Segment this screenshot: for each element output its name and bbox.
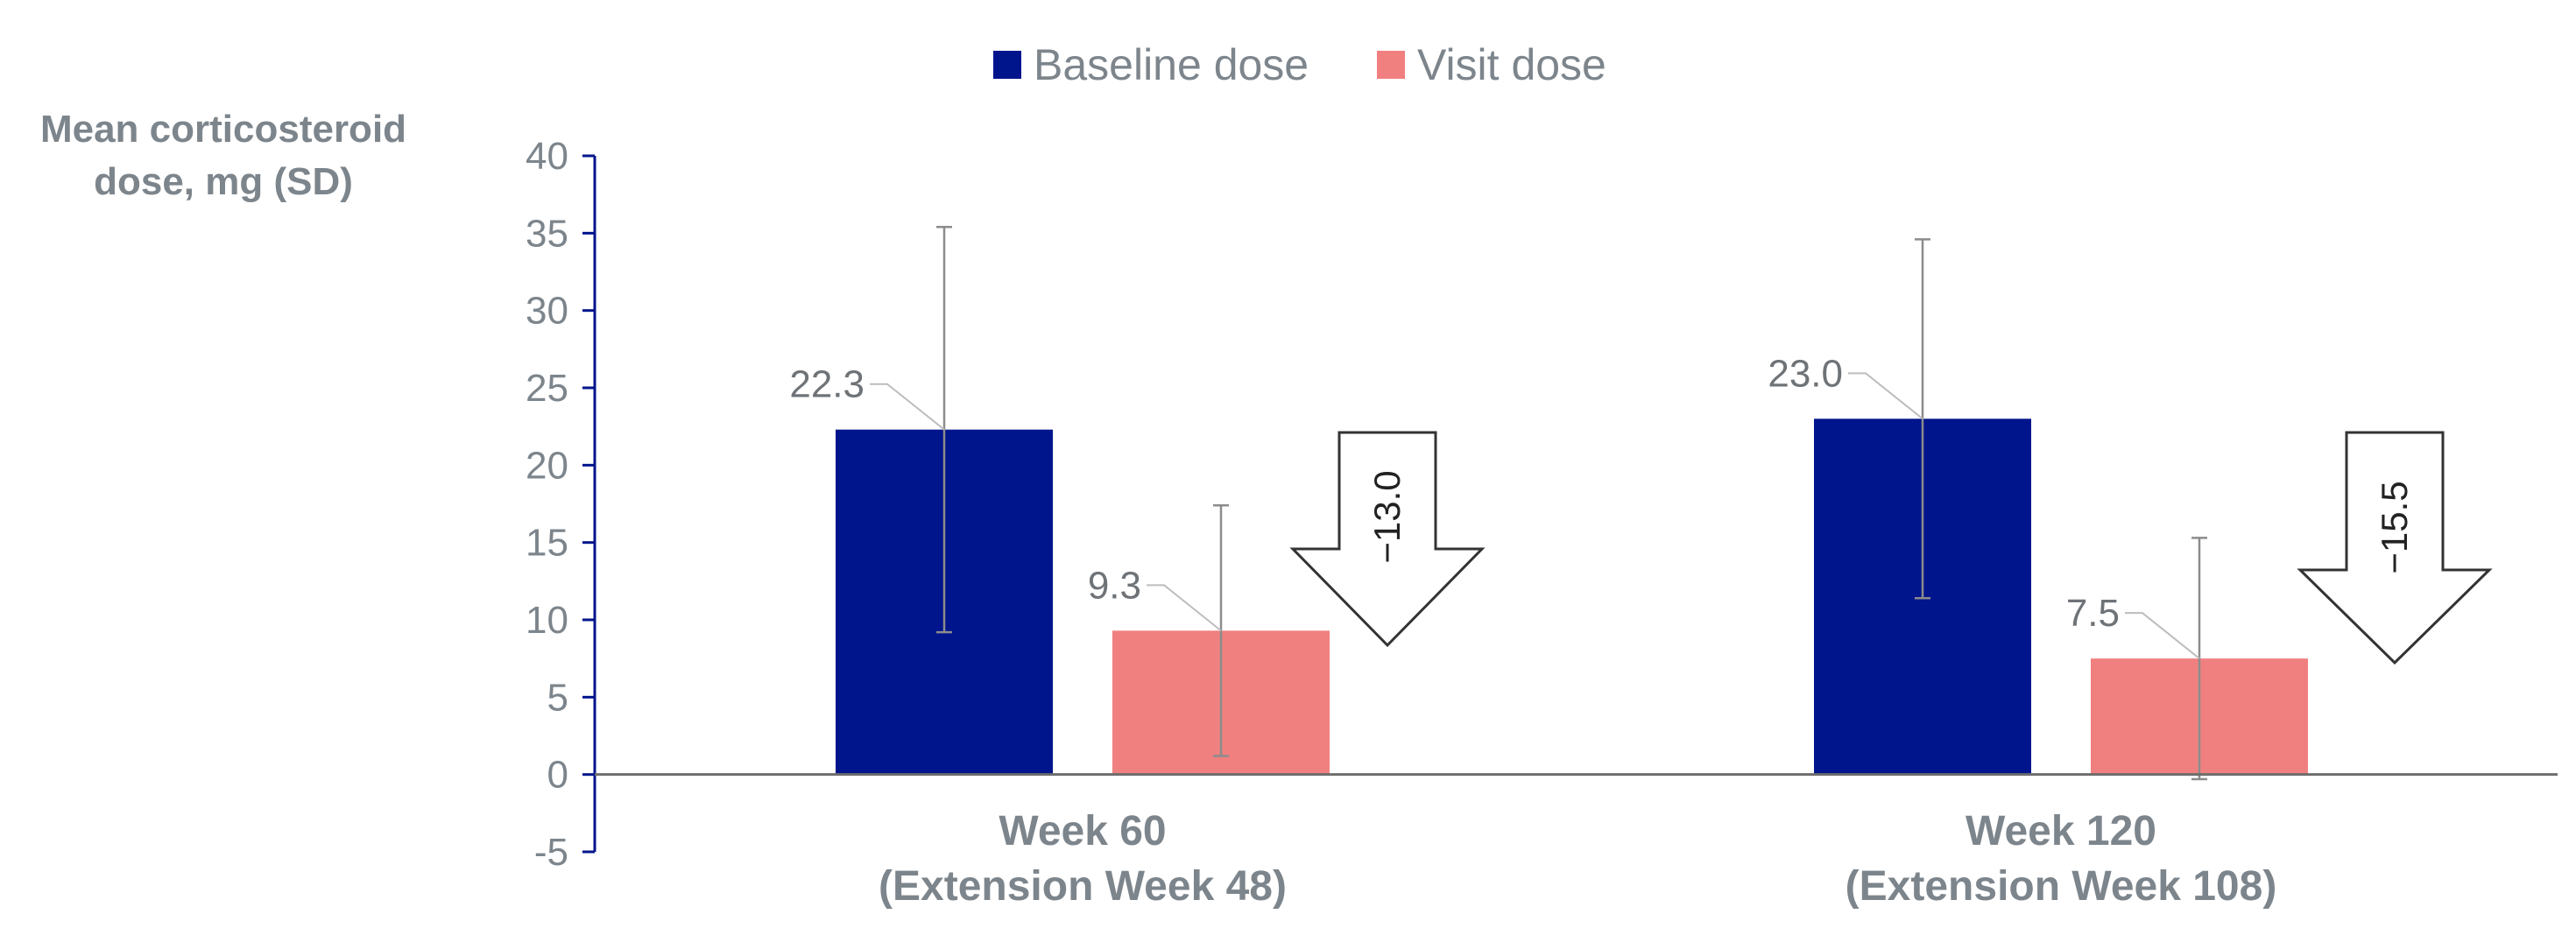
data-label-leader bbox=[1848, 372, 1923, 420]
y-tick-label: 10 bbox=[526, 599, 568, 642]
y-tick-label: 35 bbox=[526, 212, 568, 255]
data-label-leader bbox=[870, 383, 945, 431]
data-label: 22.3 bbox=[789, 363, 865, 406]
y-axis-title-line-2: dose, mg (SD) bbox=[94, 160, 353, 203]
x-axis: Week 60 (Extension Week 48) Week 120 (Exten… bbox=[595, 773, 2558, 910]
legend-label: Visit dose bbox=[1417, 40, 1606, 89]
y-axis-title-line-1: Mean corticosteroid bbox=[40, 108, 406, 151]
legend-swatch bbox=[1377, 51, 1405, 79]
y-tick-label: -5 bbox=[534, 831, 568, 874]
y-tick-label: 40 bbox=[526, 135, 568, 178]
y-axis: 40 35 30 25 20 15 10 5 0 -5 bbox=[526, 135, 596, 874]
y-tick-label: 0 bbox=[547, 754, 568, 797]
data-label-leader bbox=[2125, 612, 2200, 659]
legend-swatch bbox=[993, 51, 1021, 79]
change-label: −15.5 bbox=[2374, 481, 2415, 573]
data-labels: 22.3 23.0 9.3 7.5 bbox=[789, 352, 2200, 659]
y-tick-label: 20 bbox=[526, 444, 568, 487]
legend: Baseline dose Visit dose bbox=[993, 40, 1606, 89]
down-arrow-icon bbox=[1289, 431, 1486, 648]
data-label: 7.5 bbox=[2066, 592, 2120, 635]
y-tick-label: 15 bbox=[526, 522, 568, 565]
y-tick-label: 25 bbox=[526, 367, 568, 410]
y-axis-title: Mean corticosteroid dose, mg (SD) bbox=[40, 108, 406, 203]
category-label-line-1: Week 120 bbox=[1966, 808, 2156, 854]
y-tick-label: 30 bbox=[526, 290, 568, 333]
category-label-line-2: (Extension Week 108) bbox=[1846, 863, 2277, 910]
data-label-leader bbox=[1147, 584, 1222, 632]
down-arrow-icon bbox=[2297, 431, 2493, 665]
change-arrows: −13.0 −15.5 bbox=[1289, 431, 2493, 665]
category-label-line-2: (Extension Week 48) bbox=[879, 863, 1287, 910]
y-tick-label: 5 bbox=[547, 676, 568, 719]
change-label: −13.0 bbox=[1366, 470, 1408, 563]
data-label: 23.0 bbox=[1768, 352, 1843, 395]
data-label: 9.3 bbox=[1088, 564, 1141, 607]
category-label-line-1: Week 60 bbox=[999, 808, 1166, 854]
legend-label: Baseline dose bbox=[1034, 40, 1309, 89]
